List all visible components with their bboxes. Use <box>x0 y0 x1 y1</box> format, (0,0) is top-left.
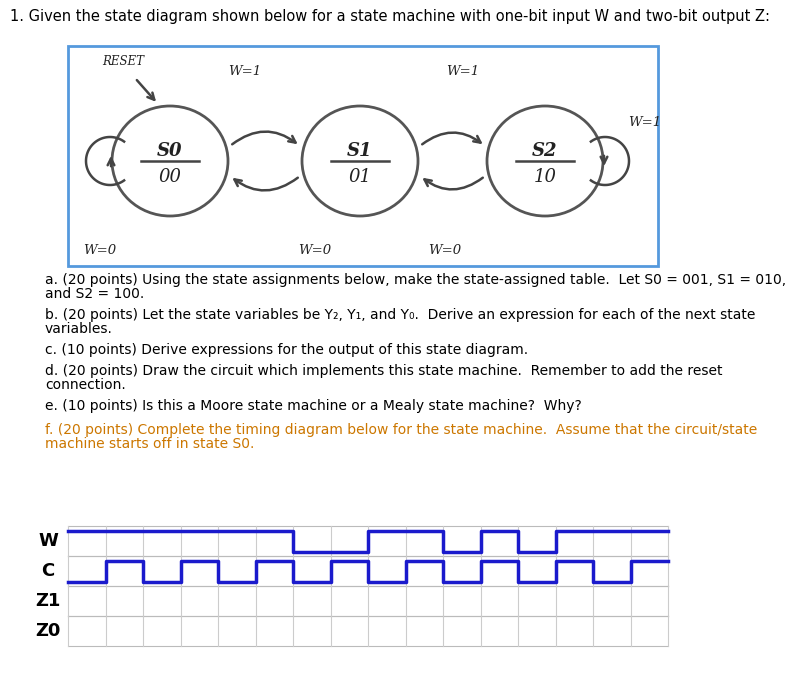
Text: W=0: W=0 <box>428 244 462 257</box>
Text: d. (20 points) Draw the circuit which implements this state machine.  Remember t: d. (20 points) Draw the circuit which im… <box>45 364 722 378</box>
Text: W: W <box>38 532 58 550</box>
Text: S2: S2 <box>532 142 558 160</box>
Text: 00: 00 <box>158 168 181 186</box>
Text: W=1: W=1 <box>628 116 661 129</box>
Text: W=1: W=1 <box>446 65 479 78</box>
Text: 01: 01 <box>348 168 371 186</box>
Bar <box>68 46 658 266</box>
Text: RESET: RESET <box>102 55 144 68</box>
Ellipse shape <box>302 106 418 216</box>
Text: c. (10 points) Derive expressions for the output of this state diagram.: c. (10 points) Derive expressions for th… <box>45 343 528 357</box>
Ellipse shape <box>487 106 603 216</box>
Text: S1: S1 <box>347 142 373 160</box>
Text: C: C <box>41 562 55 580</box>
Text: W=0: W=0 <box>299 244 332 257</box>
Text: W=1: W=1 <box>228 65 261 78</box>
Text: Z0: Z0 <box>36 622 61 640</box>
Text: connection.: connection. <box>45 378 126 392</box>
Text: variables.: variables. <box>45 322 113 336</box>
Text: a. (20 points) Using the state assignments below, make the state-assigned table.: a. (20 points) Using the state assignmen… <box>45 273 786 287</box>
Text: Z1: Z1 <box>36 592 61 610</box>
Text: W=0: W=0 <box>83 244 116 257</box>
Text: machine starts off in state S0.: machine starts off in state S0. <box>45 437 254 451</box>
Text: 10: 10 <box>534 168 557 186</box>
Text: b. (20 points) Let the state variables be Y₂, Y₁, and Y₀.  Derive an expression : b. (20 points) Let the state variables b… <box>45 308 756 322</box>
Ellipse shape <box>112 106 228 216</box>
Text: f. (20 points) Complete the timing diagram below for the state machine.  Assume : f. (20 points) Complete the timing diagr… <box>45 423 757 437</box>
Text: and S2 = 100.: and S2 = 100. <box>45 287 144 301</box>
Text: S0: S0 <box>158 142 183 160</box>
Text: e. (10 points) Is this a Moore state machine or a Mealy state machine?  Why?: e. (10 points) Is this a Moore state mac… <box>45 399 582 413</box>
Text: 1. Given the state diagram shown below for a state machine with one-bit input W : 1. Given the state diagram shown below f… <box>10 9 770 24</box>
